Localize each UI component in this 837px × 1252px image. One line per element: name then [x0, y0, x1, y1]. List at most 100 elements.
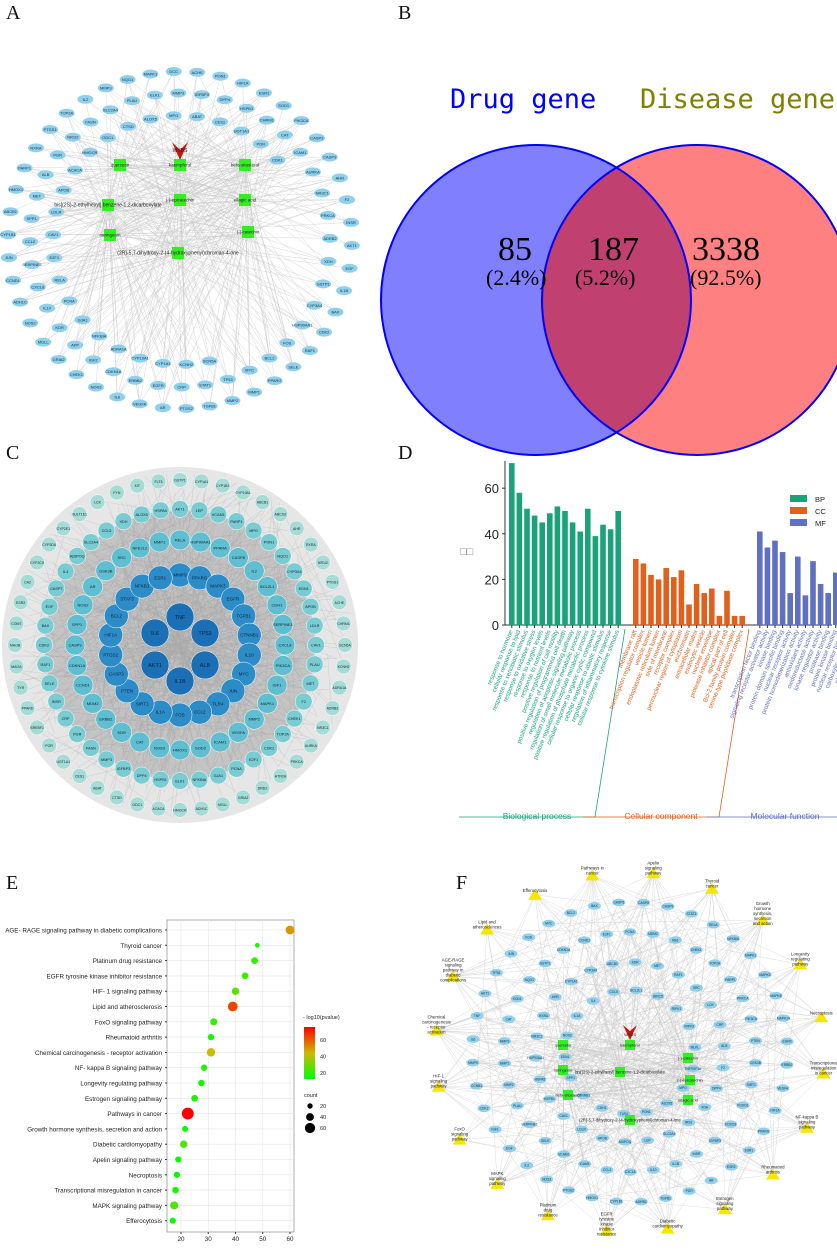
gene-label: CYP3A4	[584, 968, 597, 972]
gene-node: KCNH2	[178, 359, 195, 369]
bar-bp	[607, 529, 614, 625]
gene-node: PLAU	[124, 96, 141, 106]
protein-node: XDH	[114, 512, 133, 531]
gene-node: PRKCA	[736, 994, 750, 1003]
protein-label: CASP9	[68, 643, 82, 648]
gene-label: VEGFA	[133, 401, 147, 406]
gene-node: APOB	[595, 1134, 609, 1142]
protein-node: MMP3	[97, 750, 116, 769]
pathway-node: Efferocytosis	[523, 888, 547, 900]
bar-cc	[663, 568, 669, 625]
enrichment-dot	[169, 1217, 176, 1224]
gene-label: CAT	[281, 132, 289, 137]
protein-label: CCL5	[102, 529, 112, 533]
gene-label: AHR	[336, 175, 345, 180]
protein-label: LCK	[94, 501, 101, 505]
gene-label: SPP1	[26, 216, 37, 221]
gene-label: KDR	[55, 325, 64, 330]
gene-node: XDH	[698, 1103, 712, 1111]
protein-label: XDH	[119, 520, 127, 524]
compound-node	[625, 1040, 635, 1050]
gene-node: MET	[28, 191, 45, 201]
gene-node: CRP	[713, 1020, 727, 1029]
panel-label-d: D	[398, 442, 413, 464]
pathway-label: Platinum drug resistance	[538, 1202, 558, 1217]
protein-label: COMT	[11, 622, 22, 626]
gene-node: SOD1	[275, 100, 292, 110]
protein-node: AKT1	[171, 500, 189, 518]
protein-node: FYN	[109, 484, 125, 501]
gene-node: CCL2	[600, 1166, 614, 1174]
gene-label: IL10	[650, 1168, 657, 1172]
pathway-node: Longevity regulating pathway	[791, 951, 810, 970]
gene-node: SERPINE1	[22, 260, 43, 270]
protein-label: AURKA	[305, 744, 318, 748]
enrichment-dot	[170, 1201, 179, 1210]
protein-label: MET	[306, 682, 315, 686]
gene-label: E2F1	[49, 255, 59, 260]
protein-node: DPP4	[132, 766, 151, 785]
venn-left-title: Drug gene	[450, 84, 596, 115]
gene-node: FOXO1	[736, 1101, 750, 1110]
y-tick-label: Necroptosis	[129, 1172, 162, 1179]
protein-node: UGT1A1	[55, 753, 72, 770]
protein-node: PIK3CA	[272, 655, 294, 676]
protein-label: CA2	[24, 580, 31, 584]
compound-node	[683, 1095, 693, 1105]
x-tick-label: 50	[259, 1236, 267, 1243]
protein-node: CAT	[129, 731, 151, 753]
gene-node: CASP3	[612, 898, 626, 907]
gene-label: E2F1	[603, 932, 611, 936]
protein-label: IL6	[151, 631, 159, 637]
gene-label: IGFBP3	[195, 92, 210, 97]
pathway-label: Necroptosis	[810, 1010, 833, 1015]
gene-label: PRKCA	[737, 997, 749, 1001]
bar-mf	[772, 540, 778, 625]
gene-label: CYP3A4	[307, 303, 323, 308]
protein-label: CHEK1	[288, 717, 301, 721]
protein-node: GSTP1	[172, 472, 188, 488]
protein-node: GJA1	[209, 766, 228, 785]
color-legend-bar	[304, 1027, 315, 1079]
gene-label: IGF2	[89, 357, 99, 362]
gene-label: BCL2L1	[630, 988, 642, 992]
gene-node: AHR	[331, 173, 348, 183]
protein-label: IL2	[251, 568, 257, 573]
enrichment-dot	[285, 925, 295, 935]
gene-node: IGFBP3	[193, 90, 210, 100]
protein-node: PGR	[68, 725, 86, 743]
triangle-icon	[540, 1209, 555, 1221]
gene-node: CYP3A4	[306, 300, 323, 310]
venn-diagram: Drug gene Disease gene 85 (2.4%) 187 (5.…	[380, 84, 837, 456]
bar-bp	[509, 463, 515, 625]
protein-label: E2F1	[249, 758, 258, 762]
gene-node: IL1B	[336, 286, 353, 296]
gene-label: NOS3	[542, 1177, 551, 1181]
protein-node: POR	[41, 737, 57, 754]
protein-node: FLT3	[150, 473, 167, 490]
protein-label: FASN	[86, 746, 96, 750]
gene-node: ESR1	[742, 1146, 756, 1155]
protein-node: SULT1E1	[71, 506, 88, 522]
gene-node: CCL2	[22, 237, 39, 247]
y-tick-label: Transcriptional misregulation in cancer	[54, 1188, 162, 1195]
gene-label: RXRA	[30, 145, 41, 150]
bar-cc	[633, 558, 639, 625]
pathway-label: Growth hormone synthesis, secretion and acti…	[753, 901, 773, 926]
gene-label: PCNA	[625, 930, 635, 934]
gene-label: F2	[721, 1066, 725, 1070]
triangle-icon	[446, 970, 461, 982]
x-tick-label: 40	[232, 1236, 240, 1243]
gene-label: NFKBIA	[92, 334, 107, 339]
gene-label: CDH1	[597, 1106, 606, 1110]
gene-label: IL6	[471, 1037, 476, 1041]
protein-label: ADRB2	[327, 707, 339, 711]
gene-node: SLC2A4	[102, 105, 119, 115]
protein-label: BCL2L1	[260, 584, 275, 589]
gene-label: ALB	[721, 1044, 728, 1048]
protein-label: MAOA	[11, 665, 22, 669]
y-tick-label: EGFR tyrosine kinase inhibitor resistanc…	[47, 973, 163, 980]
gene-label: JUN	[5, 255, 13, 260]
gene-label: PTGS2	[563, 1188, 574, 1192]
